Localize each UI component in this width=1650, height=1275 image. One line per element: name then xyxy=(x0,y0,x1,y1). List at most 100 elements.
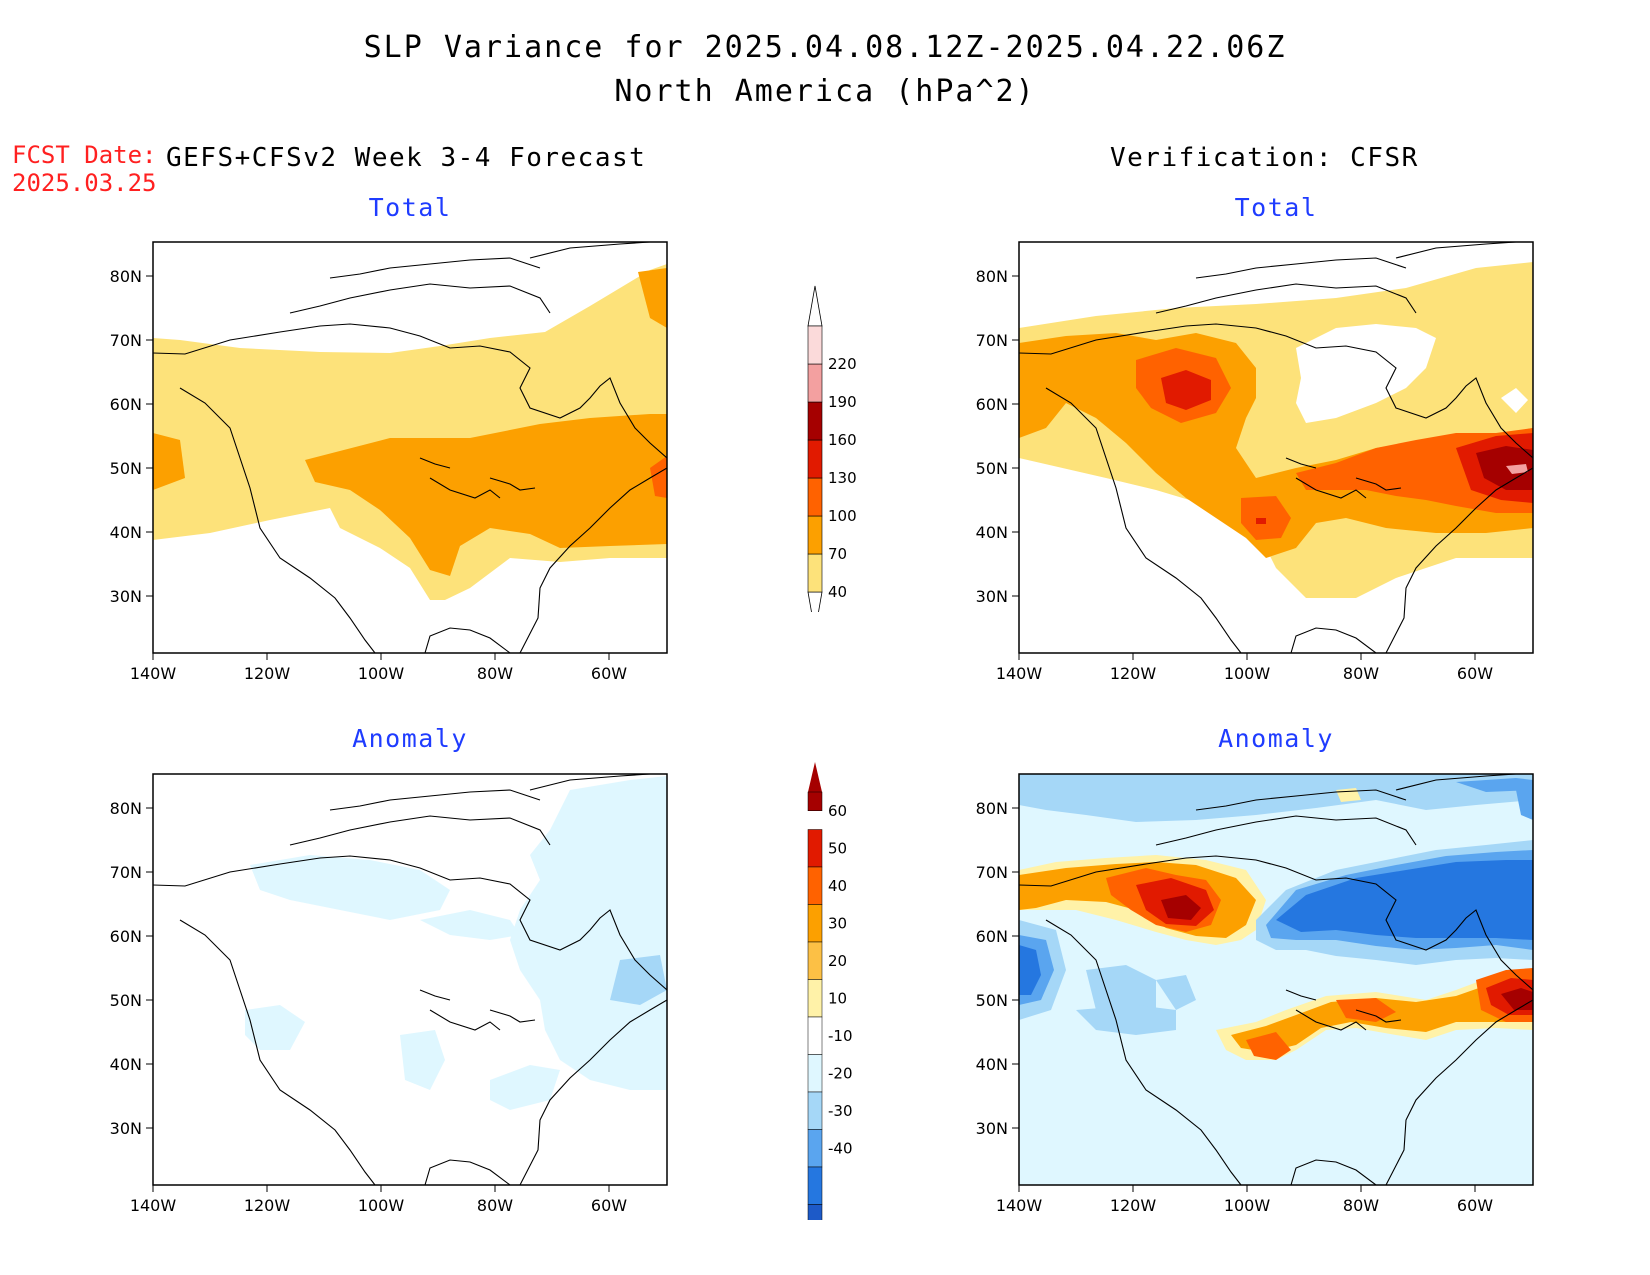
lon-label: 80W xyxy=(477,1196,513,1215)
lon-label: 120W xyxy=(1110,664,1157,683)
lat-label: 60N xyxy=(110,927,142,946)
verif-anomaly-title: Anomaly xyxy=(1218,724,1334,753)
colorbar-total-swatches xyxy=(807,285,823,612)
colorbar-label: -30 xyxy=(828,1102,853,1120)
colorbar-label: -20 xyxy=(828,1064,853,1082)
coastline-icon xyxy=(1019,774,1533,1185)
colorbar-swatch xyxy=(807,829,823,868)
lat-label: 80N xyxy=(110,799,142,818)
colorbar-label: 60 xyxy=(828,802,847,820)
colorbar-swatch xyxy=(807,1129,823,1168)
colorbar-swatch xyxy=(807,1204,823,1220)
colorbar-anomaly: 60 50 40 30 20 10 -10 -20 -30 -40 xyxy=(807,762,853,1220)
verif-total-contours xyxy=(1019,262,1533,653)
colorbar-label: 40 xyxy=(828,877,847,895)
lon-label: 120W xyxy=(1110,1196,1157,1215)
lat-label: 70N xyxy=(976,331,1008,350)
lon-label: 140W xyxy=(130,1196,177,1215)
lat-label: 40N xyxy=(110,523,142,542)
colorbar-swatch xyxy=(807,791,823,811)
lon-label: 100W xyxy=(1224,1196,1271,1215)
chart-title-line2: North America (hPa^2) xyxy=(614,74,1036,109)
fcst-date-label: FCST Date: xyxy=(12,141,157,169)
colorbar-swatch xyxy=(807,1166,823,1205)
lon-label: 120W xyxy=(244,664,291,683)
colorbar-label: 160 xyxy=(828,431,857,449)
lat-label: 40N xyxy=(976,1055,1008,1074)
lon-label: 140W xyxy=(996,664,1043,683)
lon-label: 60W xyxy=(591,664,627,683)
colorbar-swatch xyxy=(807,325,823,365)
colorbar-swatch xyxy=(807,363,823,403)
colorbar-total: 40 70 100 130 160 190 220 xyxy=(807,285,857,612)
fcst-total-map: 80N 70N 60N 50N 40N 30N 140W 120W 100W 8… xyxy=(110,241,668,683)
colorbar-label: 40 xyxy=(828,583,847,601)
lat-label: 80N xyxy=(976,799,1008,818)
colorbar-label: -40 xyxy=(828,1139,853,1157)
verif-anomaly-map: 80N 70N 60N 50N 40N 30N 140W 120W 100W 8… xyxy=(976,773,1534,1215)
colorbar-label: 10 xyxy=(828,989,847,1007)
lon-label: 140W xyxy=(130,664,177,683)
lat-label: 60N xyxy=(976,927,1008,946)
lon-label: 80W xyxy=(1343,1196,1379,1215)
lon-label: 80W xyxy=(477,664,513,683)
colorbar-label: 30 xyxy=(828,914,847,932)
lon-label: 100W xyxy=(1224,664,1271,683)
colorbar-label: -10 xyxy=(828,1027,853,1045)
colorbar-label: 50 xyxy=(828,839,847,857)
coastline-icon xyxy=(1019,242,1533,653)
lat-label: 60N xyxy=(110,395,142,414)
colorbar-label: 130 xyxy=(828,469,857,487)
fcst-anomaly-title: Anomaly xyxy=(352,724,468,753)
lon-label: 60W xyxy=(1457,1196,1493,1215)
verif-total-title: Total xyxy=(1234,193,1318,222)
colorbar-label: 70 xyxy=(828,545,847,563)
chart-title-line1: SLP Variance for 2025.04.08.12Z-2025.04.… xyxy=(363,30,1287,65)
colorbar-swatch xyxy=(807,1091,823,1130)
lon-label: 80W xyxy=(1343,664,1379,683)
coastline-icon xyxy=(153,774,667,1185)
colorbar-end-top xyxy=(808,762,822,792)
fcst-date-value: 2025.03.25 xyxy=(12,169,157,197)
colorbar-end-top xyxy=(807,285,823,327)
lat-label: 60N xyxy=(976,395,1008,414)
lat-label: 40N xyxy=(110,1055,142,1074)
colorbar-swatch xyxy=(807,904,823,943)
colorbar-swatch xyxy=(807,941,823,980)
colorbar-label: 20 xyxy=(828,952,847,970)
lat-label: 80N xyxy=(110,267,142,286)
colorbar-swatch xyxy=(807,866,823,905)
lon-label: 140W xyxy=(996,1196,1043,1215)
colorbar-swatch xyxy=(807,515,823,555)
lat-label: 30N xyxy=(110,587,142,606)
colorbar-label: 190 xyxy=(828,393,857,411)
colorbar-swatch xyxy=(807,401,823,441)
colorbar-swatch xyxy=(807,1054,823,1093)
lon-label: 120W xyxy=(244,1196,291,1215)
lon-label: 60W xyxy=(591,1196,627,1215)
lat-label: 50N xyxy=(110,459,142,478)
colorbar-label: 100 xyxy=(828,507,857,525)
fcst-total-title: Total xyxy=(368,193,452,222)
right-column-title: Verification: CFSR xyxy=(1110,143,1419,173)
colorbar-end-bottom xyxy=(807,591,823,612)
lat-label: 40N xyxy=(976,523,1008,542)
lat-label: 70N xyxy=(976,863,1008,882)
colorbar-swatch xyxy=(807,979,823,1018)
colorbar-anomaly-swatches xyxy=(807,762,823,1220)
lat-tick-marks xyxy=(146,275,153,597)
lat-label: 50N xyxy=(976,991,1008,1010)
lon-label: 100W xyxy=(358,1196,405,1215)
lat-label: 30N xyxy=(110,1119,142,1138)
colorbar-swatch xyxy=(807,439,823,479)
lat-label: 70N xyxy=(110,331,142,350)
left-column-title: GEFS+CFSv2 Week 3-4 Forecast xyxy=(166,143,647,173)
lat-label: 50N xyxy=(110,991,142,1010)
lat-label: 50N xyxy=(976,459,1008,478)
colorbar-swatch xyxy=(807,553,823,593)
verif-total-map: 80N 70N 60N 50N 40N 30N 140W 120W 100W 8… xyxy=(976,241,1534,683)
fcst-total-contours xyxy=(153,264,667,600)
colorbar-swatch xyxy=(807,1016,823,1055)
lon-label: 100W xyxy=(358,664,405,683)
lat-label: 30N xyxy=(976,587,1008,606)
